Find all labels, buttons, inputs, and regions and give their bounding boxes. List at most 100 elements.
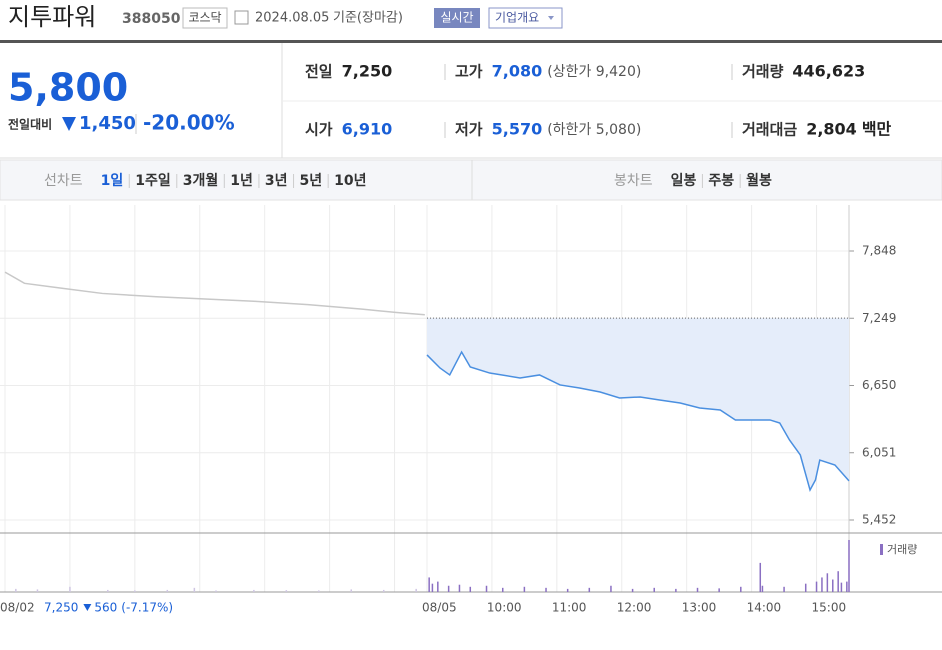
header-rule bbox=[0, 40, 942, 43]
chart: 08/02 08/05 10:00 11:00 12:00 13:00 14:00 15:00… bbox=[0, 199, 942, 615]
price-line bbox=[426, 350, 850, 493]
dropdown-arrow bbox=[548, 16, 554, 20]
stat-label: 고가 bbox=[455, 63, 483, 81]
x-tick-label: 10:00 bbox=[487, 601, 522, 615]
tab[interactable]: 주봉 bbox=[708, 173, 734, 189]
tab[interactable]: 10년 bbox=[334, 173, 366, 189]
tab[interactable]: 일봉 bbox=[671, 173, 697, 189]
tabs: 선차트 1일 1주일 3개월 1년 3년 5년 10년 봉차트 일봉 주봉 월봉 bbox=[44, 172, 772, 189]
x-tick-label: 11:00 bbox=[552, 601, 587, 615]
y-tick-label: 5,452 bbox=[862, 513, 896, 527]
volume-bar bbox=[469, 586, 472, 592]
tab[interactable]: 1주일 bbox=[135, 173, 171, 189]
stat-value: 7,250 bbox=[342, 62, 393, 81]
stat-note: (상한가 9,420) bbox=[547, 64, 641, 80]
price-line bbox=[4, 271, 425, 316]
stat-value: 6,910 bbox=[342, 120, 393, 139]
prev-change: 560 bbox=[94, 601, 117, 615]
realtime[interactable]: 실시간 bbox=[440, 11, 473, 25]
stat-value: 7,080 bbox=[492, 62, 543, 81]
volume-bar bbox=[458, 584, 461, 592]
market: 코스닥 bbox=[188, 11, 221, 25]
volume-bar bbox=[837, 571, 839, 592]
volume-bar bbox=[485, 585, 488, 592]
volume-bar bbox=[804, 583, 807, 592]
volume-bar bbox=[350, 589, 353, 592]
stat-unit: 백만 bbox=[862, 120, 892, 139]
volume-bar bbox=[631, 588, 634, 592]
volume-bar bbox=[437, 581, 439, 592]
company-info[interactable]: 기업개요 bbox=[495, 11, 539, 25]
price: 5,800 bbox=[8, 66, 128, 110]
down-arrow bbox=[83, 604, 92, 611]
legend-label: 거래량 bbox=[887, 543, 917, 556]
volume-bar bbox=[415, 588, 417, 592]
volume-bar bbox=[848, 540, 850, 592]
tab-group-label: 선차트 bbox=[44, 173, 83, 189]
tab-group-label: 봉차트 bbox=[614, 173, 653, 189]
tab[interactable]: 1일 bbox=[101, 173, 124, 189]
change: 1,450 bbox=[79, 113, 136, 134]
x-tick-label: 08/05 bbox=[422, 601, 457, 615]
volume-bar bbox=[826, 573, 829, 592]
volume-bar bbox=[134, 590, 136, 592]
prev-close: 7,250 bbox=[44, 601, 78, 615]
volume-bar bbox=[318, 590, 320, 592]
x-tick-label: 08/02 bbox=[0, 601, 35, 615]
realtime-badge[interactable] bbox=[434, 8, 480, 28]
volume-bar bbox=[821, 577, 823, 592]
stat-value: 5,570 bbox=[492, 120, 543, 139]
volume-bar bbox=[846, 581, 848, 592]
change-rate: -20.00% bbox=[143, 111, 235, 135]
volume-bar bbox=[761, 585, 764, 592]
market-badge bbox=[182, 7, 228, 29]
y-tick-label: 7,848 bbox=[862, 244, 896, 258]
volume-bar bbox=[501, 587, 504, 592]
y-tick-label: 6,051 bbox=[862, 445, 896, 459]
volume-bar bbox=[447, 585, 450, 592]
stats: 전일 7,250 고가 7,080 (상한가 9,420) 거래량 446,623 시가 6,9… bbox=[305, 62, 892, 139]
x-tick-label: 12:00 bbox=[617, 601, 652, 615]
tab[interactable]: 3년 bbox=[265, 173, 288, 189]
volume-bar bbox=[740, 586, 742, 592]
volume-bar bbox=[675, 588, 677, 592]
company-info-button[interactable] bbox=[488, 7, 563, 29]
stat-label: 거래대금 bbox=[742, 121, 797, 139]
volume-bar bbox=[545, 587, 547, 592]
stat-value: 446,623 bbox=[792, 62, 865, 81]
volume-bar bbox=[69, 586, 71, 592]
stat-label: 시가 bbox=[305, 121, 333, 139]
tab[interactable]: 5년 bbox=[300, 173, 323, 189]
volume-bar bbox=[566, 588, 569, 592]
stock-code: 388050 bbox=[122, 11, 181, 27]
volume-bar bbox=[107, 589, 109, 592]
volume-bar bbox=[285, 590, 288, 592]
volume-bar bbox=[15, 588, 17, 592]
volume-bar bbox=[653, 587, 655, 592]
prev-rate: (-7.17%) bbox=[121, 601, 173, 615]
x-tick-label: 15:00 bbox=[812, 601, 847, 615]
volume-bar bbox=[759, 562, 762, 592]
volume-bar bbox=[428, 577, 430, 592]
change-label: 전일대비 bbox=[8, 117, 52, 132]
stat-label: 전일 bbox=[305, 63, 333, 81]
tab[interactable]: 월봉 bbox=[746, 172, 772, 189]
x-tick-label: 14:00 bbox=[747, 601, 782, 615]
stat-label: 거래량 bbox=[742, 63, 784, 81]
volume-bar bbox=[718, 588, 720, 592]
x-tick-label: 13:00 bbox=[682, 601, 717, 615]
tab[interactable]: 3개월 bbox=[183, 172, 219, 189]
volume-bar bbox=[523, 586, 526, 592]
calendar-icon bbox=[234, 10, 249, 25]
volume-bar bbox=[588, 587, 591, 592]
stat-value: 2,804 bbox=[806, 120, 857, 139]
date-basis: 기준(장마감) bbox=[333, 11, 403, 26]
volume-bar bbox=[783, 586, 785, 592]
stat-label: 저가 bbox=[455, 121, 483, 139]
y-tick-label: 7,249 bbox=[862, 311, 896, 325]
tab[interactable]: 1년 bbox=[230, 173, 253, 189]
date: 2024.08.05 bbox=[255, 11, 329, 26]
volume-bar bbox=[815, 581, 818, 592]
stat-note: (하한가 5,080) bbox=[547, 122, 641, 138]
